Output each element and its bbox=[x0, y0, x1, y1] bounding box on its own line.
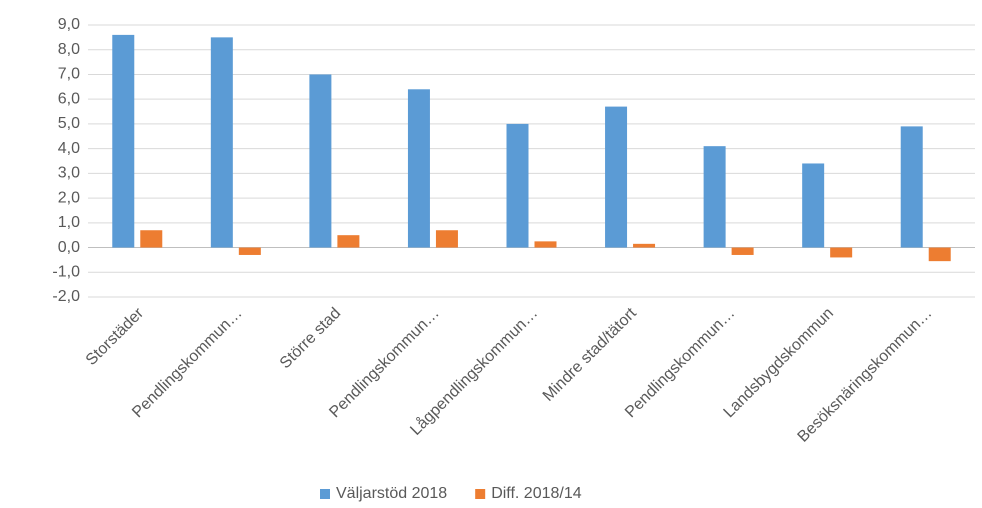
y-tick-label: -2,0 bbox=[52, 288, 80, 305]
y-tick-label: 7,0 bbox=[58, 66, 80, 83]
bar bbox=[238, 247, 261, 255]
y-tick-label: -1,0 bbox=[52, 263, 80, 280]
legend-label: Väljarstöd 2018 bbox=[336, 485, 447, 502]
bar bbox=[337, 235, 360, 248]
x-tick-label: Pendlingskommun… bbox=[622, 305, 738, 421]
bar bbox=[830, 247, 853, 258]
y-tick-label: 9,0 bbox=[58, 16, 80, 33]
bar bbox=[407, 89, 430, 248]
bar bbox=[112, 34, 135, 248]
y-tick-label: 1,0 bbox=[58, 214, 80, 231]
y-tick-label: 6,0 bbox=[58, 90, 80, 107]
y-tick-label: 3,0 bbox=[58, 165, 80, 182]
x-tick-label: Pendlingskommun… bbox=[129, 305, 245, 421]
y-tick-label: 0,0 bbox=[58, 239, 80, 256]
y-tick-label: 8,0 bbox=[58, 41, 80, 58]
y-tick-label: 2,0 bbox=[58, 189, 80, 206]
bar bbox=[210, 37, 233, 248]
x-tick-label: Landsbygdskommun bbox=[721, 305, 837, 421]
legend-swatch bbox=[475, 489, 486, 499]
bar bbox=[309, 74, 332, 248]
legend-label: Diff. 2018/14 bbox=[491, 485, 582, 502]
x-tick-label: Pendlingskommun… bbox=[326, 305, 442, 421]
bar bbox=[731, 247, 754, 255]
bar bbox=[506, 123, 529, 248]
x-tick-label: Mindre stad/tätort bbox=[540, 304, 640, 404]
bar bbox=[703, 146, 726, 248]
legend-swatch bbox=[320, 489, 330, 499]
bar bbox=[605, 106, 628, 248]
x-tick-label: Större stad bbox=[277, 305, 344, 372]
bar bbox=[900, 126, 923, 248]
bar bbox=[802, 163, 825, 248]
bar bbox=[633, 243, 656, 248]
y-tick-label: 5,0 bbox=[58, 115, 80, 132]
bar bbox=[928, 247, 951, 262]
bar bbox=[534, 241, 557, 248]
bar bbox=[140, 230, 163, 248]
y-tick-label: 4,0 bbox=[58, 140, 80, 157]
x-tick-label: Storstäder bbox=[83, 304, 148, 369]
bar bbox=[435, 230, 458, 248]
